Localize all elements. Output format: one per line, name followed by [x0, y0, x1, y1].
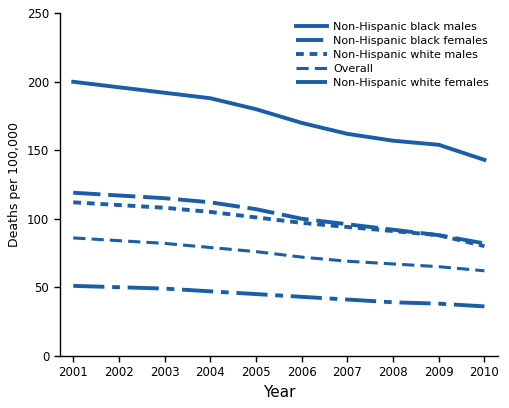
Y-axis label: Deaths per 100,000: Deaths per 100,000 [8, 122, 21, 247]
Legend: Non-Hispanic black males, Non-Hispanic black females, Non-Hispanic white males, : Non-Hispanic black males, Non-Hispanic b… [292, 19, 493, 91]
X-axis label: Year: Year [263, 385, 295, 400]
